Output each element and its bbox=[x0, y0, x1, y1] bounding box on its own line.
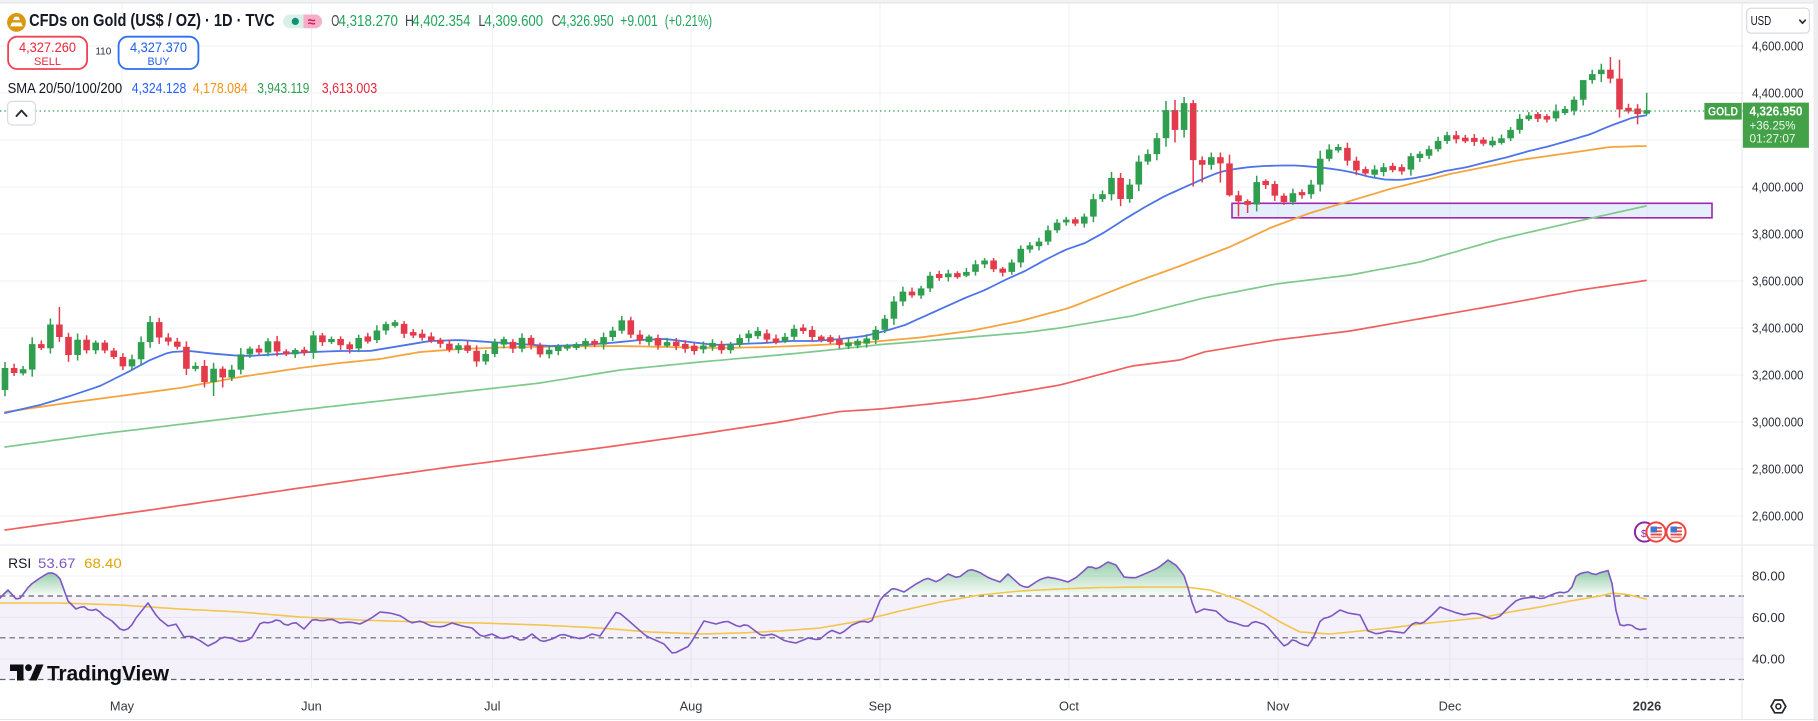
svg-text:4,178.084: 4,178.084 bbox=[193, 81, 248, 97]
svg-text:BUY: BUY bbox=[148, 56, 171, 68]
svg-text:H: H bbox=[405, 13, 414, 30]
svg-text:+36.25%: +36.25% bbox=[1750, 119, 1796, 133]
svg-text:4,326.950: 4,326.950 bbox=[560, 13, 614, 30]
svg-text:Oct: Oct bbox=[1059, 699, 1079, 714]
svg-text:May: May bbox=[110, 699, 135, 714]
svg-text:3,613.003: 3,613.003 bbox=[322, 81, 378, 97]
svg-text:Nov: Nov bbox=[1267, 699, 1290, 714]
svg-text:Aug: Aug bbox=[680, 699, 703, 714]
svg-text:Dec: Dec bbox=[1439, 699, 1462, 714]
svg-text:Jun: Jun bbox=[301, 699, 322, 714]
svg-text:3,800.000: 3,800.000 bbox=[1752, 227, 1804, 241]
svg-text:RSI: RSI bbox=[8, 556, 31, 571]
svg-text:+9.001: +9.001 bbox=[620, 13, 657, 30]
svg-text:4,324.128: 4,324.128 bbox=[132, 81, 187, 97]
svg-text:68.40: 68.40 bbox=[84, 556, 122, 571]
svg-text:4,318.270: 4,318.270 bbox=[339, 13, 398, 30]
svg-text:4,402.354: 4,402.354 bbox=[412, 13, 470, 30]
svg-text:40.00: 40.00 bbox=[1752, 652, 1785, 666]
svg-text:TradingView: TradingView bbox=[47, 663, 170, 686]
svg-text:CFDs on Gold (US$ / OZ) · 1D ·: CFDs on Gold (US$ / OZ) · 1D · TVC bbox=[29, 10, 275, 30]
svg-text:4,327.370: 4,327.370 bbox=[130, 39, 187, 55]
svg-text:SMA 20/50/100/200: SMA 20/50/100/200 bbox=[8, 81, 123, 97]
svg-text:4,000.000: 4,000.000 bbox=[1752, 180, 1804, 194]
svg-text:3,943.119: 3,943.119 bbox=[257, 81, 309, 97]
svg-text:2026: 2026 bbox=[1633, 699, 1661, 714]
svg-text:01:27:07: 01:27:07 bbox=[1750, 131, 1796, 145]
svg-text:4,600.000: 4,600.000 bbox=[1752, 39, 1804, 53]
svg-text:C: C bbox=[552, 13, 561, 30]
svg-text:110: 110 bbox=[95, 47, 111, 58]
svg-text:4,327.260: 4,327.260 bbox=[19, 39, 76, 55]
svg-text:3,600.000: 3,600.000 bbox=[1752, 274, 1804, 288]
svg-text:4,400.000: 4,400.000 bbox=[1752, 86, 1804, 100]
svg-text:3,000.000: 3,000.000 bbox=[1752, 415, 1804, 429]
svg-text:3,400.000: 3,400.000 bbox=[1752, 321, 1804, 335]
svg-text:L: L bbox=[478, 13, 485, 30]
svg-text:53.67: 53.67 bbox=[38, 556, 76, 571]
svg-text:GOLD: GOLD bbox=[1708, 105, 1738, 119]
svg-text:2,800.000: 2,800.000 bbox=[1752, 462, 1804, 476]
svg-text:60.00: 60.00 bbox=[1752, 611, 1785, 625]
svg-text:O: O bbox=[331, 13, 339, 30]
svg-text:2,600.000: 2,600.000 bbox=[1752, 509, 1804, 523]
svg-text:USD: USD bbox=[1751, 13, 1772, 28]
svg-text:80.00: 80.00 bbox=[1752, 569, 1785, 583]
svg-text:SELL: SELL bbox=[34, 56, 61, 68]
svg-text:4,326.950: 4,326.950 bbox=[1750, 104, 1803, 119]
svg-text:3,200.000: 3,200.000 bbox=[1752, 368, 1804, 382]
svg-text:Jul: Jul bbox=[484, 699, 500, 714]
svg-text:4,309.600: 4,309.600 bbox=[484, 13, 543, 30]
svg-text:$: $ bbox=[1641, 529, 1647, 540]
svg-text:(+0.21%): (+0.21%) bbox=[665, 13, 712, 30]
svg-text:Sep: Sep bbox=[869, 699, 892, 714]
svg-text:≈: ≈ bbox=[308, 14, 316, 30]
